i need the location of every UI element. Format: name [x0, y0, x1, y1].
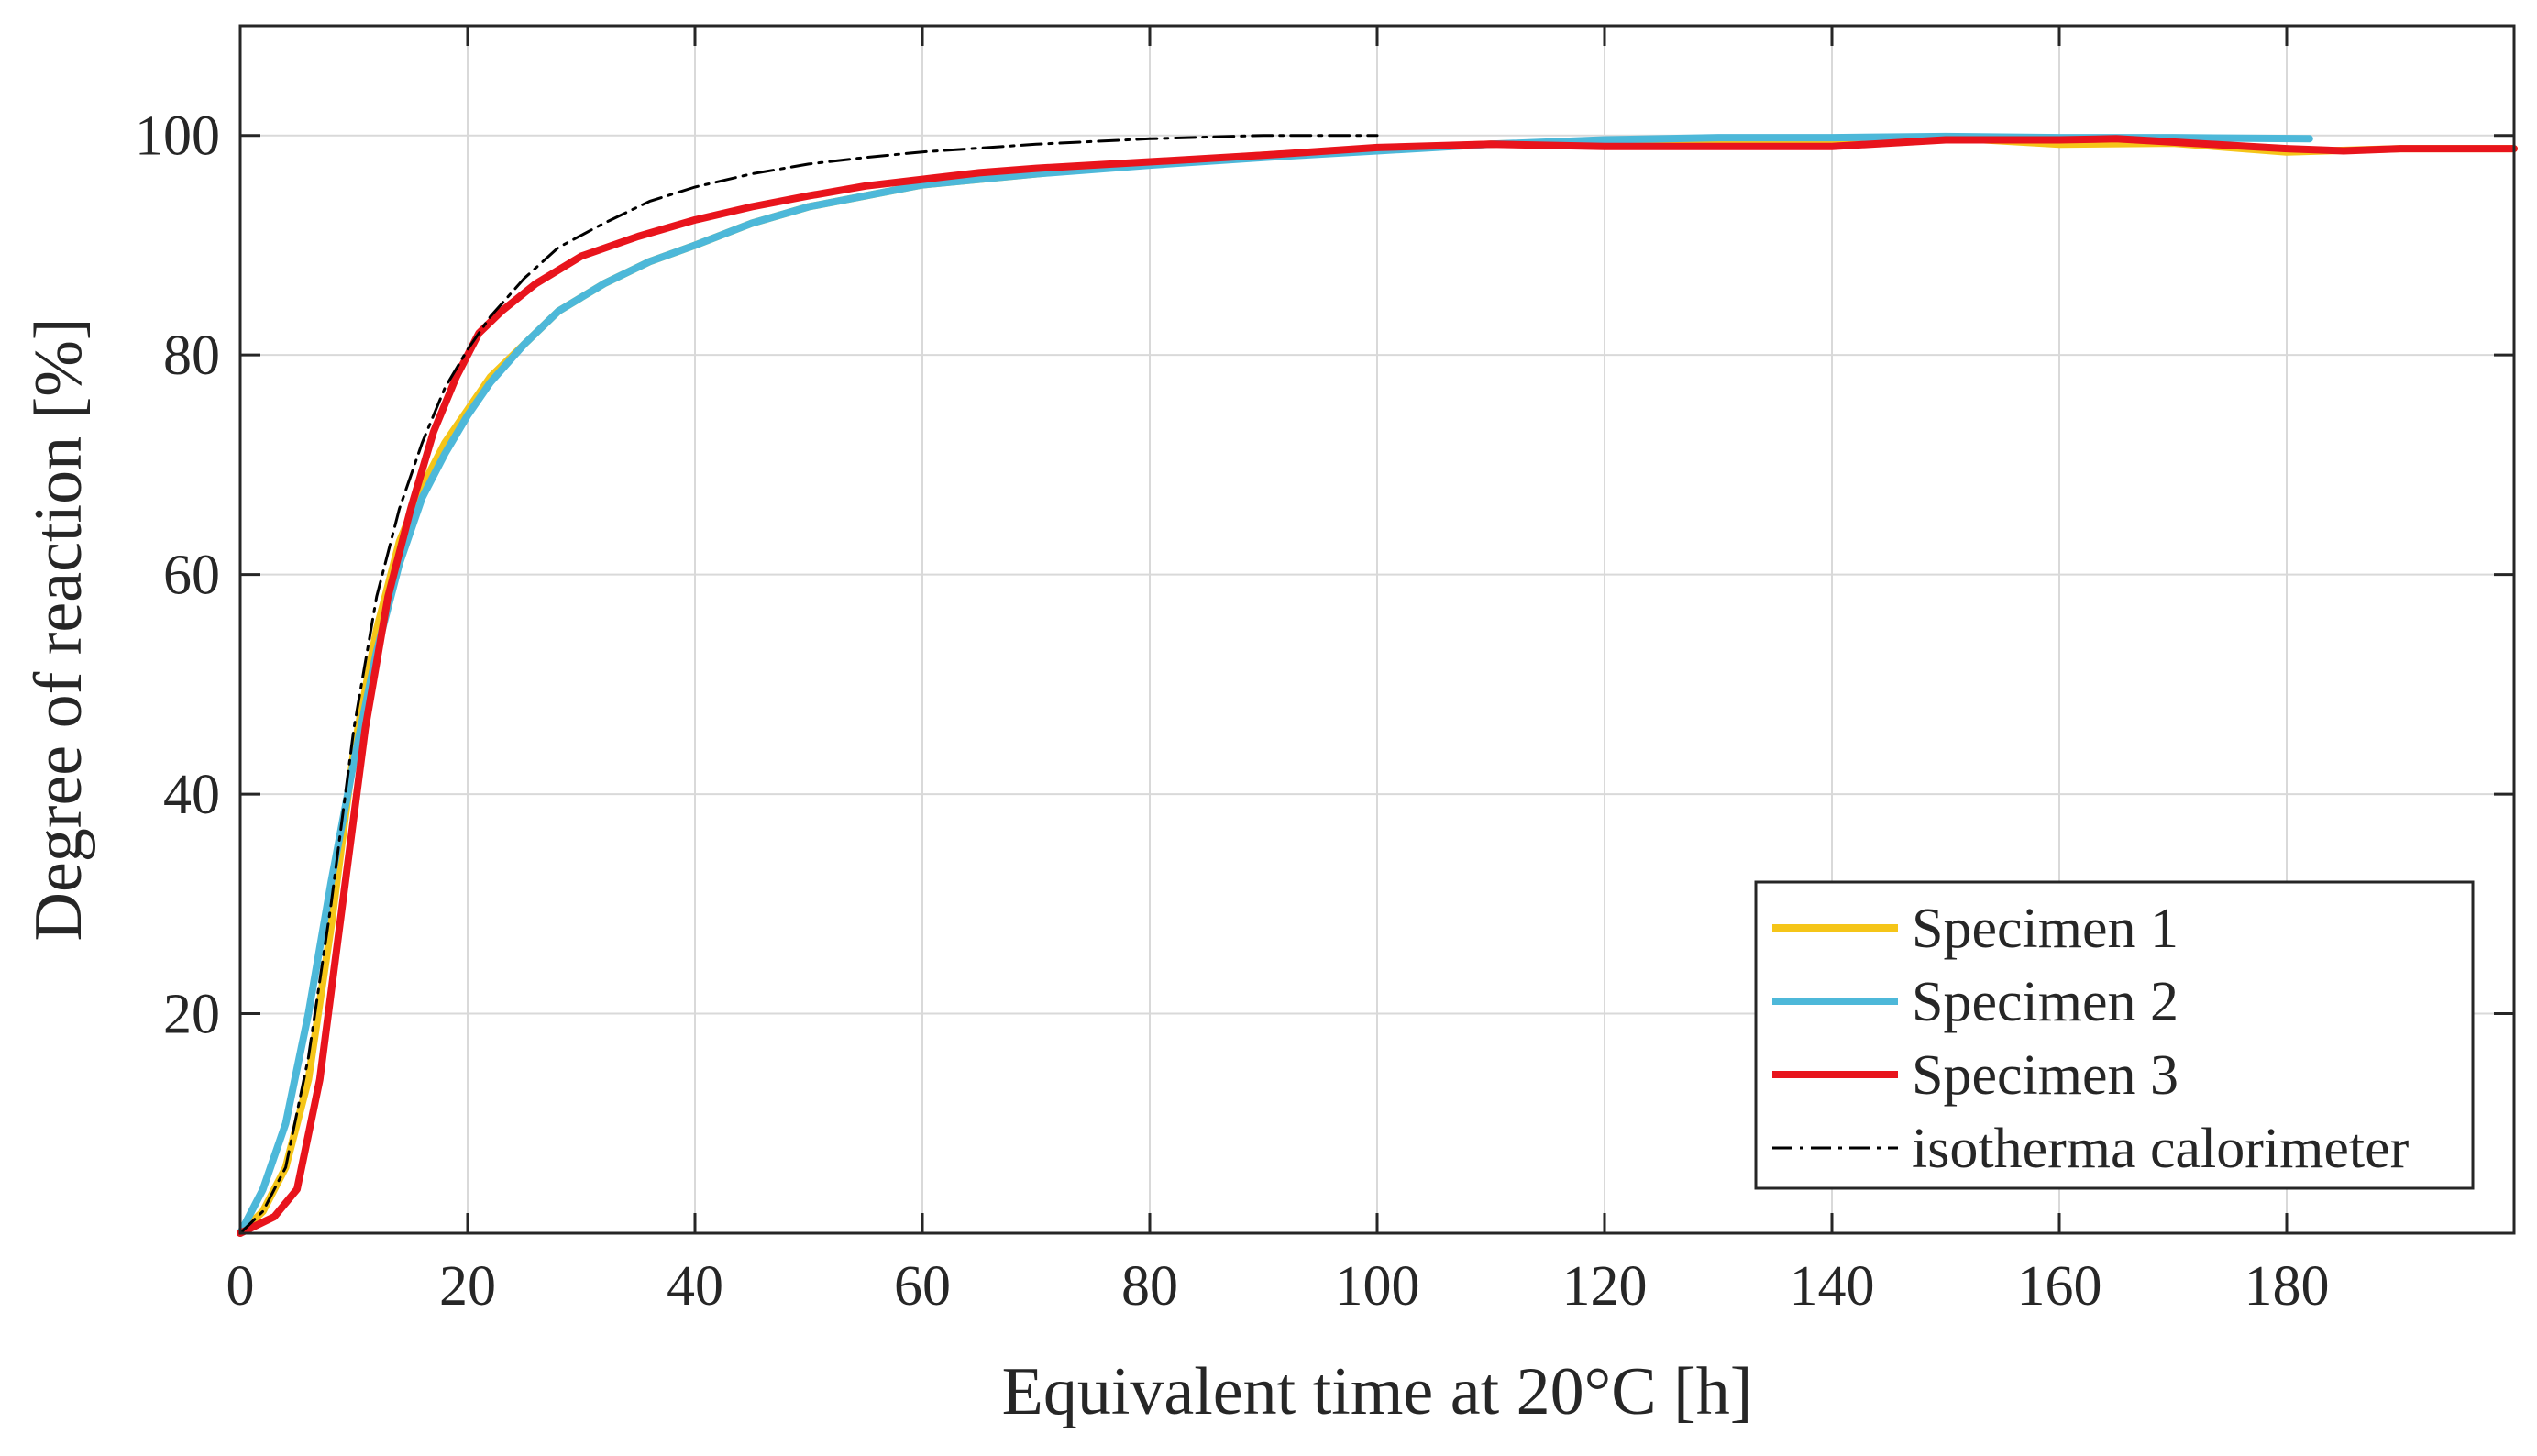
- x-tick-label: 0: [226, 1255, 255, 1318]
- x-tick-label: 160: [2017, 1255, 2102, 1318]
- x-tick-label: 20: [439, 1255, 496, 1318]
- series-line-2: [237, 132, 2313, 1237]
- legend-frame: [1754, 880, 2475, 1190]
- x-tick-label: 40: [667, 1255, 723, 1318]
- y-tick-label: 80: [163, 325, 220, 387]
- plot-series: [237, 132, 2518, 1237]
- x-tick-label: 180: [2245, 1255, 2330, 1318]
- y-tick-label: 40: [163, 764, 220, 826]
- x-tick-label: 140: [1790, 1255, 1875, 1318]
- legend-label: isotherma calorimeter: [1912, 1118, 2410, 1180]
- x-tick-label: 120: [1562, 1255, 1648, 1318]
- legend: Specimen 1 Specimen 2 Specimen 3 isotherma …: [1754, 880, 2475, 1190]
- legend-label: Specimen 3: [1912, 1044, 2179, 1107]
- series-line-4: [238, 134, 1379, 1235]
- legend-label: Specimen 1: [1912, 898, 2179, 960]
- legend-label: Specimen 2: [1912, 971, 2179, 1033]
- x-tick-label: 80: [1121, 1255, 1178, 1318]
- axis-ticks: 0 20 40 60 80 100 120 140 160 180 20 40 60 80 100: [135, 26, 2514, 1318]
- grid-lines: [239, 26, 2514, 1233]
- y-tick-label: 20: [163, 984, 220, 1046]
- x-axis-label: Equivalent time at 20°C [h]: [1002, 1354, 1753, 1429]
- x-tick-label: 60: [894, 1255, 951, 1318]
- series-line-3: [237, 135, 2518, 1237]
- y-tick-label: 60: [163, 545, 220, 607]
- y-axis-label: Degree of reaction [%]: [21, 318, 96, 942]
- y-tick-label: 100: [135, 105, 220, 168]
- x-tick-label: 100: [1335, 1255, 1420, 1318]
